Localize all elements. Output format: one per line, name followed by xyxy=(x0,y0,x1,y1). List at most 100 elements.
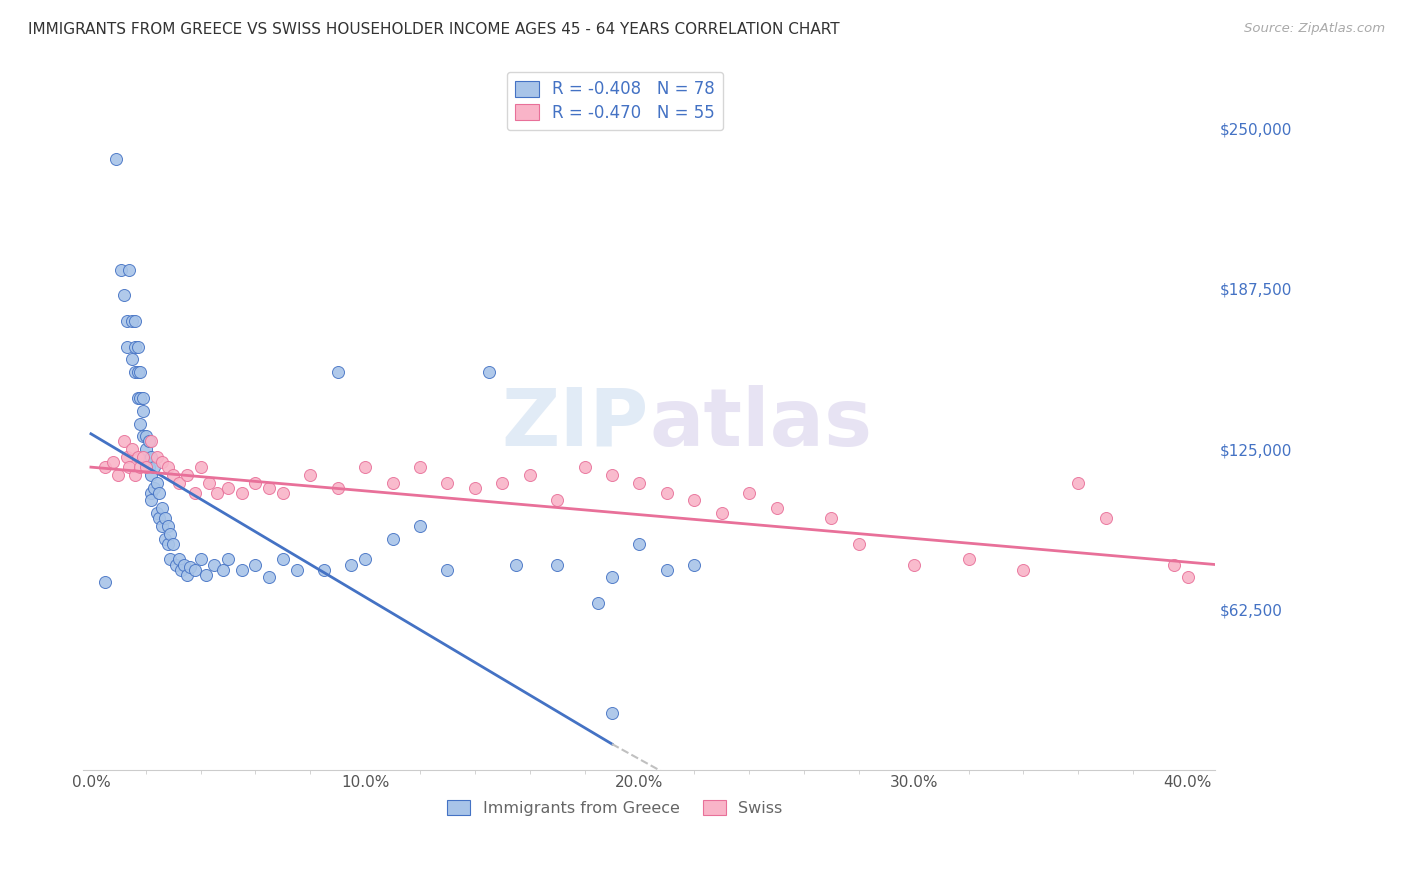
Point xyxy=(354,460,377,475)
Point xyxy=(129,391,152,405)
Point xyxy=(436,475,458,490)
Point xyxy=(600,467,623,482)
Point xyxy=(121,442,143,457)
Point xyxy=(173,558,195,572)
Point xyxy=(184,563,207,577)
Point xyxy=(574,460,596,475)
Point xyxy=(165,558,187,572)
Point xyxy=(600,570,623,584)
Point xyxy=(285,563,308,577)
Point xyxy=(135,460,157,475)
Point xyxy=(381,475,404,490)
Point xyxy=(153,532,176,546)
Point xyxy=(145,450,167,464)
Point xyxy=(162,537,184,551)
Point xyxy=(159,552,181,566)
Point xyxy=(409,460,432,475)
Point xyxy=(127,450,149,464)
Point xyxy=(150,519,173,533)
Point xyxy=(162,467,184,482)
Point xyxy=(710,506,733,520)
Point xyxy=(436,563,458,577)
Point xyxy=(245,558,267,572)
Point xyxy=(138,460,160,475)
Point xyxy=(93,575,115,590)
Point xyxy=(129,460,152,475)
Point xyxy=(141,493,163,508)
Point xyxy=(179,560,201,574)
Point xyxy=(491,475,513,490)
Point xyxy=(153,511,176,525)
Text: Source: ZipAtlas.com: Source: ZipAtlas.com xyxy=(1244,22,1385,36)
Point xyxy=(195,567,218,582)
Point xyxy=(148,511,170,525)
Point xyxy=(409,519,432,533)
Point xyxy=(202,558,225,572)
Point xyxy=(135,455,157,469)
Point xyxy=(190,460,212,475)
Point xyxy=(211,563,233,577)
Point xyxy=(167,475,190,490)
Point xyxy=(505,558,527,572)
Point xyxy=(132,391,155,405)
Point xyxy=(205,485,228,500)
Point xyxy=(135,442,157,457)
Point xyxy=(101,455,124,469)
Text: ZIP: ZIP xyxy=(502,384,650,463)
Point xyxy=(141,434,163,449)
Point xyxy=(231,563,253,577)
Point xyxy=(143,460,166,475)
Point xyxy=(312,563,335,577)
Point xyxy=(271,485,294,500)
Point xyxy=(121,352,143,367)
Point xyxy=(271,552,294,566)
Point xyxy=(132,429,155,443)
Point xyxy=(326,481,349,495)
Point xyxy=(1163,558,1185,572)
Point xyxy=(176,467,198,482)
Point xyxy=(519,467,541,482)
Point xyxy=(231,485,253,500)
Point xyxy=(118,262,141,277)
Point xyxy=(478,365,501,379)
Point xyxy=(124,365,146,379)
Point xyxy=(115,340,138,354)
Point xyxy=(903,558,925,572)
Point xyxy=(198,475,221,490)
Text: atlas: atlas xyxy=(650,384,872,463)
Legend: Immigrants from Greece, Swiss: Immigrants from Greece, Swiss xyxy=(440,792,790,824)
Point xyxy=(546,558,568,572)
Point xyxy=(588,596,610,610)
Point xyxy=(129,365,152,379)
Point xyxy=(245,475,267,490)
Point xyxy=(135,429,157,443)
Point xyxy=(326,365,349,379)
Point xyxy=(340,558,363,572)
Point xyxy=(683,558,706,572)
Point xyxy=(381,532,404,546)
Point xyxy=(546,493,568,508)
Point xyxy=(156,519,179,533)
Point xyxy=(112,288,135,302)
Point xyxy=(176,567,198,582)
Point xyxy=(141,485,163,500)
Point xyxy=(159,526,181,541)
Point xyxy=(1067,475,1090,490)
Point xyxy=(217,481,239,495)
Point xyxy=(143,481,166,495)
Point xyxy=(129,417,152,431)
Point xyxy=(148,485,170,500)
Point xyxy=(738,485,761,500)
Point xyxy=(655,485,678,500)
Point xyxy=(628,475,651,490)
Point xyxy=(655,563,678,577)
Point xyxy=(141,467,163,482)
Point xyxy=(127,391,149,405)
Point xyxy=(124,340,146,354)
Point xyxy=(156,460,179,475)
Point xyxy=(628,537,651,551)
Point xyxy=(190,552,212,566)
Point xyxy=(132,403,155,417)
Point xyxy=(110,262,132,277)
Point xyxy=(848,537,870,551)
